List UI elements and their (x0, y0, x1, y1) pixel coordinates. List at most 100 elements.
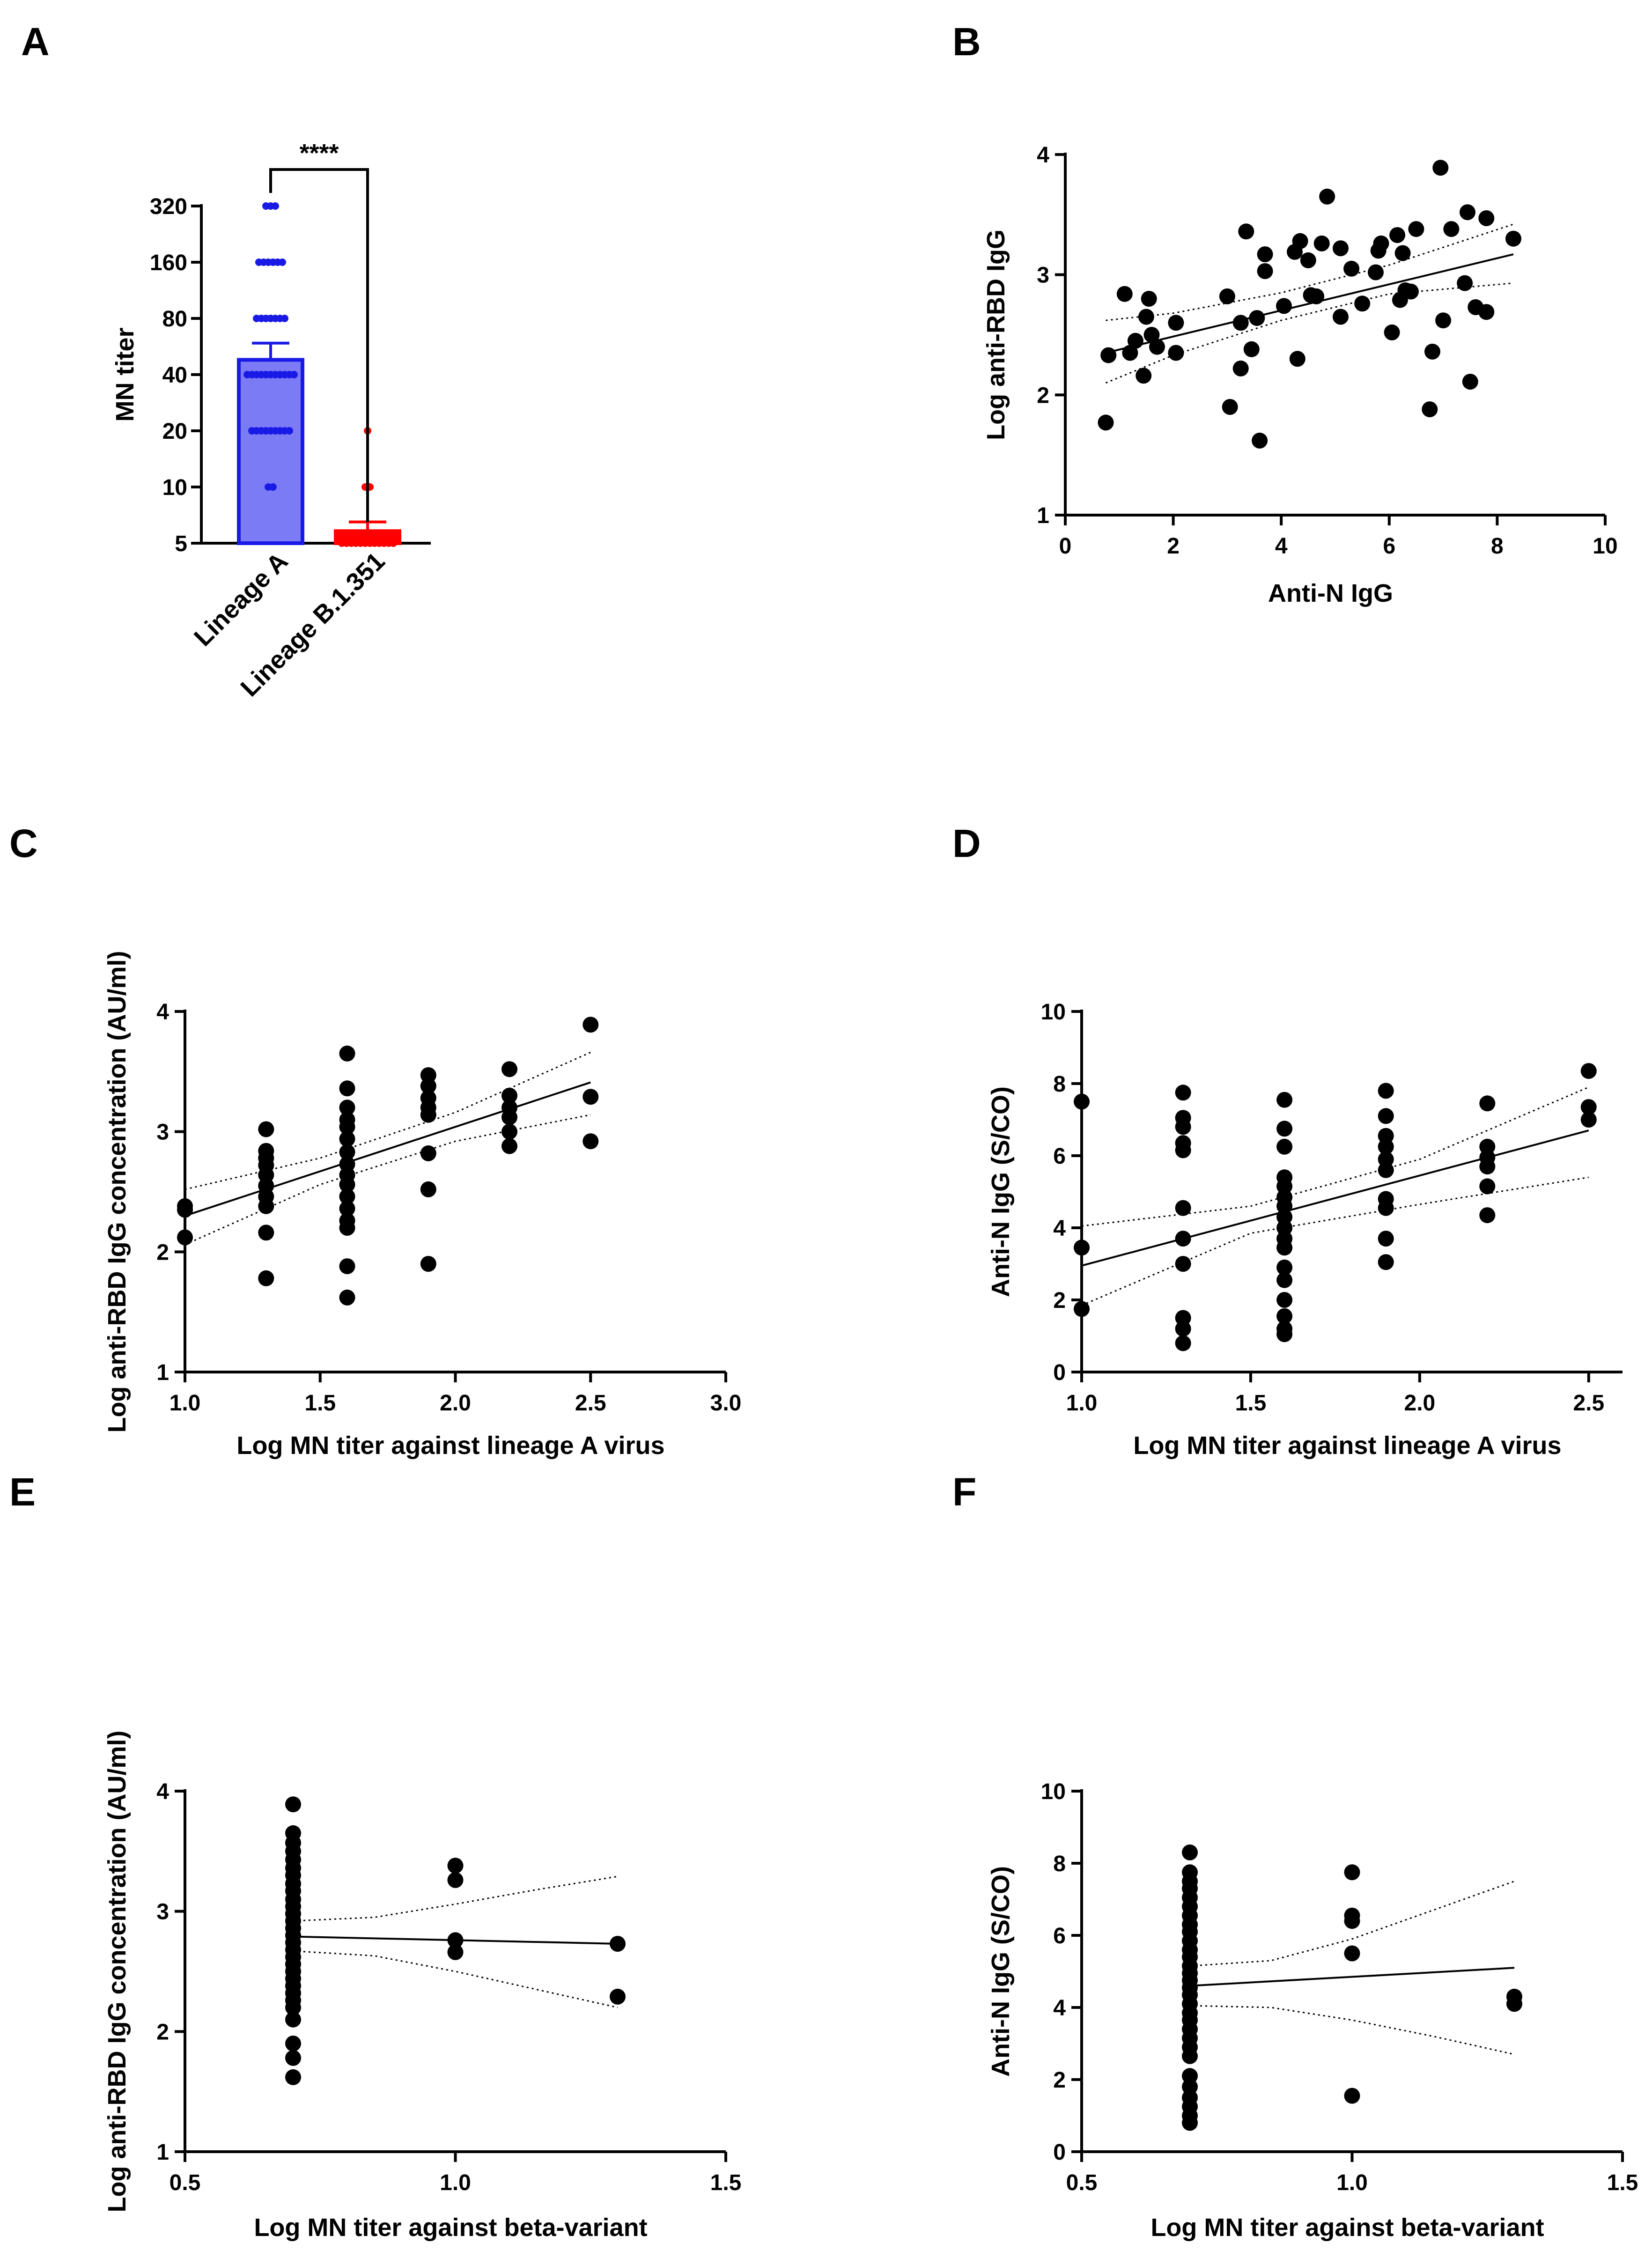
y-tick-label: 3 (156, 1900, 169, 1925)
data-point (1232, 360, 1249, 376)
significance-bracket (269, 168, 369, 522)
data-point (1276, 1121, 1293, 1137)
x-tick-label: 2.5 (575, 1391, 606, 1416)
x-tick-label: 2.0 (1404, 1391, 1436, 1416)
data-point (1344, 1864, 1360, 1881)
panel-letter: E (9, 1470, 36, 1514)
data-point (1182, 2115, 1198, 2131)
data-point (420, 1181, 436, 1197)
y-tick-label: 0 (1053, 1360, 1066, 1385)
data-point (1343, 260, 1360, 277)
data-point (339, 1176, 355, 1193)
data-point (1276, 1259, 1293, 1276)
data-point (1435, 312, 1452, 329)
data-point (1344, 1913, 1360, 1929)
data-point (1168, 345, 1184, 361)
y-tick-label: 3 (156, 1120, 169, 1145)
data-point (1276, 1308, 1293, 1324)
data-point (285, 2050, 301, 2066)
ci-lower-band (1105, 282, 1514, 384)
data-point (1422, 401, 1438, 418)
data-point (285, 2036, 301, 2051)
data-point (1408, 221, 1424, 237)
data-point (1479, 1207, 1496, 1224)
panel-letter: C (9, 821, 38, 865)
data-point (583, 1089, 599, 1105)
data-point (1074, 1240, 1090, 1256)
ci-lower-band (1189, 2005, 1515, 2055)
data-point (1344, 1945, 1360, 1962)
y-tick-label: 4 (156, 1000, 169, 1025)
y-tick-label: 6 (1053, 1924, 1066, 1948)
data-point (1384, 324, 1400, 340)
data-point (420, 1145, 436, 1161)
x-tick-label: 3.0 (710, 1391, 742, 1416)
regression-line (184, 1081, 591, 1217)
x-tick-label: 1.0 (170, 1391, 201, 1416)
data-point (1074, 1093, 1090, 1110)
data-point (1243, 341, 1260, 357)
data-point (1308, 288, 1325, 304)
data-point (1292, 233, 1308, 249)
data-point (1175, 1231, 1191, 1247)
data-point (1394, 245, 1411, 261)
data-point (1378, 1231, 1394, 1247)
y-axis-title: Log anti-RBD IgG (982, 229, 1010, 440)
data-point (583, 1017, 599, 1033)
ci-lower-band (1081, 1176, 1589, 1306)
y-tick-label: 1 (1037, 503, 1049, 528)
ci-lower-band (184, 1114, 591, 1246)
y-tick-label: 2 (1053, 1288, 1066, 1313)
y-tick-label: 80 (162, 307, 187, 332)
data-point (1100, 347, 1117, 363)
y-tick-label: 3 (1037, 263, 1049, 288)
data-point (1136, 368, 1152, 384)
data-point (1175, 1256, 1191, 1272)
ci-lower-band (293, 1950, 618, 2008)
data-point (339, 1200, 355, 1217)
data-point (1175, 1321, 1191, 1337)
data-point (285, 2069, 301, 2085)
x-tick-label: 2.5 (1573, 1391, 1604, 1416)
data-point (339, 1258, 355, 1275)
data-point (1402, 283, 1419, 300)
data-point (272, 202, 279, 210)
panel-e: E 0.5 1.0 1.5 1 2 3 4 Log MN titer against beta-… (9, 1470, 741, 2242)
data-point (285, 2011, 301, 2028)
y-axis-title: Log anti-RBD IgG concentration (AU/ml) (103, 1731, 131, 2213)
panel-c: C 1.0 1.5 2.0 2.5 3.0 1 2 3 4 Log MN titer against… (9, 821, 741, 1460)
y-tick-label: 1 (156, 2140, 169, 2165)
x-tick-label: 1.5 (304, 1391, 336, 1416)
data-point (447, 1932, 464, 1948)
data-point (1580, 1112, 1597, 1128)
data-point (1580, 1063, 1597, 1079)
data-point (258, 1225, 274, 1241)
y-tick-label: 2 (156, 1240, 169, 1265)
y-tick-label: 4 (1053, 1216, 1066, 1241)
data-point (286, 427, 293, 435)
data-point (1457, 275, 1473, 291)
ci-upper-band (293, 1875, 618, 1922)
data-point (1141, 291, 1157, 307)
ci-upper-band (184, 1051, 591, 1190)
data-point (1143, 327, 1160, 343)
data-point (339, 1220, 355, 1236)
data-point (1276, 1092, 1293, 1108)
data-point (339, 1119, 355, 1135)
panel-letter: A (21, 20, 50, 64)
data-point (1333, 240, 1349, 257)
x-axis-title: Log MN titer against beta-variant (1150, 2214, 1544, 2242)
data-point (502, 1109, 517, 1125)
y-tick-label: 0 (1053, 2140, 1066, 2165)
data-point (1344, 2088, 1360, 2104)
data-point (177, 1202, 193, 1218)
data-point (420, 1107, 436, 1123)
y-tick-label: 8 (1053, 1852, 1066, 1876)
bar (237, 358, 304, 545)
data-point (1122, 345, 1138, 361)
data-point (1300, 252, 1316, 268)
data-point (1479, 1095, 1496, 1112)
data-point (258, 1198, 274, 1214)
